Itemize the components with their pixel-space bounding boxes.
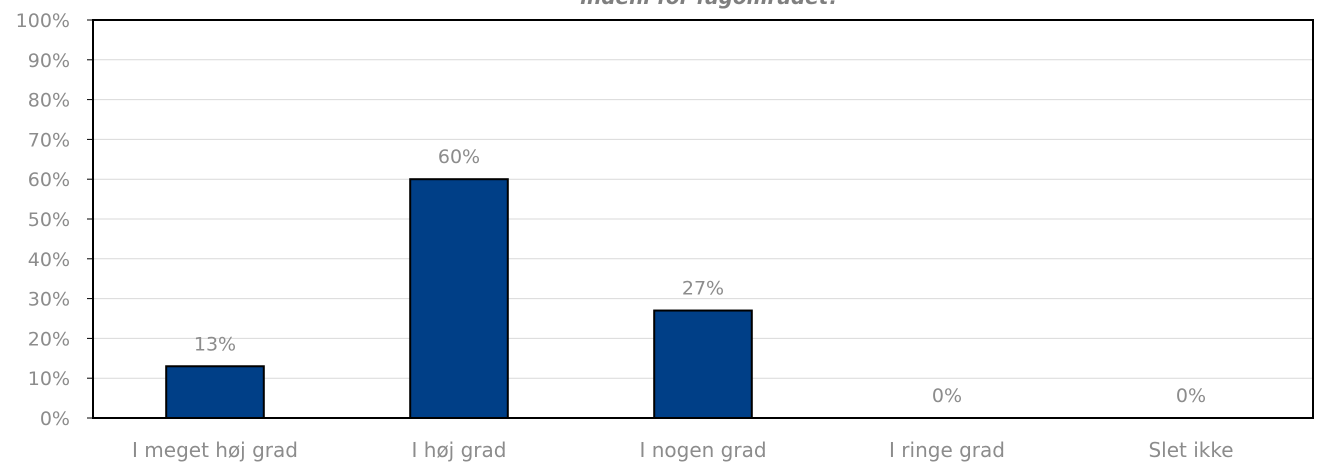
data-label: 27%: [682, 278, 724, 300]
bar: [166, 366, 264, 418]
chart-title: indeni for fagområdet?: [580, 0, 840, 9]
bar: [654, 311, 752, 418]
x-tick-label: I høj grad: [412, 438, 507, 462]
y-tick-label: 70%: [28, 129, 70, 151]
data-label: 60%: [438, 146, 480, 168]
bar: [410, 179, 508, 418]
x-tick-label: Slet ikke: [1148, 438, 1233, 462]
x-tick-label: I nogen grad: [639, 438, 766, 462]
y-tick-label: 10%: [28, 368, 70, 390]
y-tick-label: 60%: [28, 169, 70, 191]
x-axis-ticks: I meget høj grad I høj grad I nogen grad I …: [132, 438, 1234, 462]
y-tick-label: 90%: [28, 50, 70, 72]
x-tick-label: I meget høj grad: [132, 438, 298, 462]
y-tick-label: 20%: [28, 328, 70, 350]
y-tick-label: 80%: [28, 90, 70, 112]
data-label: 0%: [1176, 385, 1206, 407]
y-tick-label: 50%: [28, 209, 70, 231]
y-tick-label: 40%: [28, 249, 70, 271]
y-axis-ticks: 0% 10% 20% 30% 40% 50% 60% 70% 80% 90% 100%: [16, 10, 93, 430]
data-label: 13%: [194, 333, 236, 355]
y-tick-label: 30%: [28, 289, 70, 311]
y-tick-label: 0%: [40, 408, 70, 430]
x-tick-label: I ringe grad: [889, 438, 1005, 462]
y-tick-label: 100%: [16, 10, 70, 32]
data-label: 0%: [932, 385, 962, 407]
